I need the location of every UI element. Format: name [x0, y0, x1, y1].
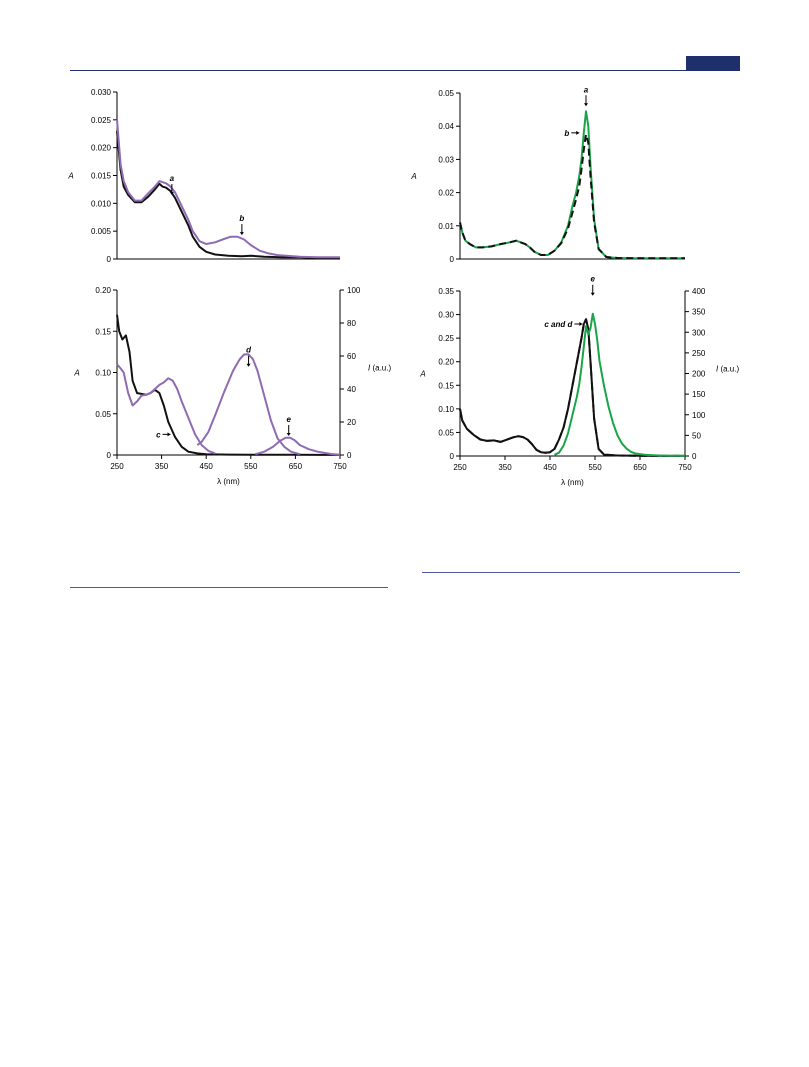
series-line-1 [116, 363, 216, 455]
y-tick-label: 0.15 [95, 327, 111, 336]
series-line-0 [116, 314, 340, 456]
chart-A-top: 0 0.005 0.010 0.015 0.020 0.025 0.030 A a b [67, 88, 340, 264]
annotation-label: a [584, 85, 589, 94]
annotation-label: b [239, 214, 244, 223]
y-tick-label: 0.10 [438, 405, 454, 414]
y-tick-label: 0.02 [438, 189, 454, 198]
y-tick-label: 0.020 [91, 144, 112, 153]
y-axis-label: A [410, 172, 416, 181]
x-tick-label: 650 [289, 462, 303, 471]
annotation-arrowhead [246, 363, 251, 367]
y2-tick-label: 40 [347, 385, 356, 394]
y-tick-label: 0.01 [438, 222, 454, 231]
y2-tick-label: 0 [347, 451, 352, 460]
y2-tick-label: 100 [347, 286, 361, 295]
x-tick-label: 250 [453, 463, 467, 472]
x-tick-label: 750 [333, 462, 347, 471]
y-tick-label: 0.25 [438, 334, 454, 343]
y2-tick-label: 0 [692, 452, 697, 461]
x-tick-label: 550 [244, 462, 258, 471]
y-tick-label: 0 [107, 451, 112, 460]
y-tick-label: 0.05 [438, 89, 454, 98]
annotation-label: b [564, 129, 569, 138]
y-tick-label: 0.20 [95, 286, 111, 295]
y-tick-label: 0.025 [91, 116, 112, 125]
x-tick-label: 350 [498, 463, 512, 472]
series-line-0 [459, 318, 685, 457]
annotation-label: e [286, 415, 291, 424]
y-tick-label: 0.05 [438, 428, 454, 437]
x-tick-label: 650 [633, 463, 647, 472]
y2-tick-label: 60 [347, 352, 356, 361]
annotation-arrowhead [167, 432, 171, 437]
x-axis-label: λ (nm) [561, 478, 584, 487]
y2-tick-label: 250 [692, 349, 706, 358]
annotation-label: e [591, 275, 596, 284]
annotation-label: c [156, 430, 161, 439]
y-tick-label: 0.03 [438, 155, 454, 164]
x-tick-label: 450 [543, 463, 557, 472]
y-tick-label: 0.04 [438, 122, 454, 131]
y-tick-label: 0 [450, 452, 455, 461]
series-line-0 [116, 130, 340, 259]
y2-axis-label: I (a.u.) [368, 364, 391, 373]
right-column-rule [422, 572, 740, 573]
annotation-arrowhead [169, 191, 174, 195]
series-line-1 [116, 119, 340, 259]
x-tick-label: 550 [588, 463, 602, 472]
page-header-rule [70, 70, 740, 71]
y-axis-label: A [419, 370, 425, 379]
y-tick-label: 0.05 [95, 410, 111, 419]
annotation-label: d [246, 346, 252, 355]
y2-tick-label: 100 [692, 411, 706, 420]
y-tick-label: 0.005 [91, 227, 112, 236]
chart-B-top: 0 0.01 0.02 0.03 0.04 0.05 Aa b [410, 85, 685, 264]
x-tick-label: 350 [155, 462, 169, 471]
y-tick-label: 0.015 [91, 172, 112, 181]
chart-A-bottom: 0 0.05 0.10 0.15 0.20 0 20 40 60 80 100 250 350 450 55… [73, 286, 391, 486]
y-tick-label: 0 [450, 255, 455, 264]
annotation-arrowhead [239, 232, 244, 236]
series-line-0 [459, 110, 685, 260]
y-tick-label: 0.030 [91, 88, 112, 97]
y-tick-label: 0.30 [438, 311, 454, 320]
y-tick-label: 0.010 [91, 199, 112, 208]
y-tick-label: 0.35 [438, 287, 454, 296]
y-tick-label: 0.15 [438, 381, 454, 390]
page-header-tab [686, 56, 740, 70]
y2-tick-label: 150 [692, 390, 706, 399]
annotation-arrowhead [590, 292, 595, 296]
annotation-arrowhead [579, 322, 583, 326]
annotation-arrowhead [576, 130, 580, 135]
x-axis-label: λ (nm) [217, 477, 240, 486]
y-axis-label: A [67, 172, 73, 181]
y2-tick-label: 200 [692, 370, 706, 379]
annotation-label: c and d [544, 320, 573, 329]
series-line-3 [255, 436, 341, 456]
y2-axis-label: I (a.u.) [716, 365, 739, 374]
y-axis-label: A [73, 369, 79, 378]
x-tick-label: 750 [678, 463, 692, 472]
x-tick-label: 250 [110, 462, 124, 471]
left-column-rule [70, 587, 388, 588]
series-line-1 [459, 133, 685, 260]
annotation-arrowhead [286, 433, 291, 437]
annotation-label: a [170, 174, 175, 183]
y2-tick-label: 350 [692, 308, 706, 317]
y2-tick-label: 20 [347, 418, 356, 427]
y-tick-label: 0.10 [95, 369, 111, 378]
y2-tick-label: 50 [692, 431, 701, 440]
annotation-arrowhead [584, 103, 588, 107]
chart-B-bottom: 0 0.05 0.10 0.15 0.20 0.25 0.30 0.35 0 50 100 150 20… [419, 275, 739, 487]
y-tick-label: 0.20 [438, 358, 454, 367]
y2-tick-label: 300 [692, 328, 706, 337]
y2-tick-label: 400 [692, 287, 706, 296]
series-line-2 [554, 312, 686, 457]
y-tick-label: 0 [107, 255, 112, 264]
x-tick-label: 450 [200, 462, 214, 471]
y2-tick-label: 80 [347, 319, 356, 328]
